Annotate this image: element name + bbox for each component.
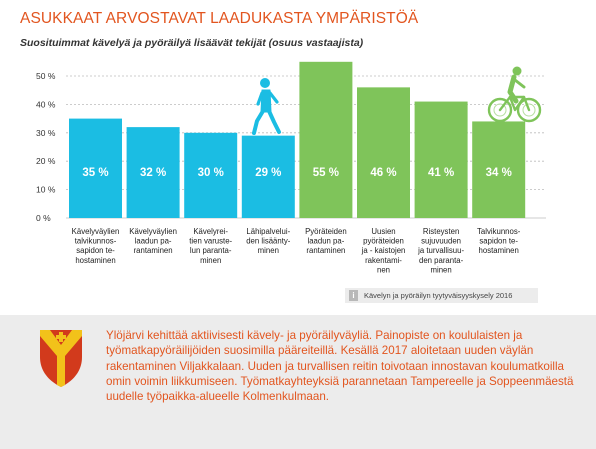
bar <box>299 61 353 218</box>
y-tick-label: 30 % <box>36 128 56 138</box>
x-tick-label: Uusien pyöräteiden ja - kaistojen rakentami… <box>361 227 406 274</box>
info-panel: Ylöjärvi kehittää aktiivisesti kävely- j… <box>0 315 596 449</box>
bar <box>69 118 122 218</box>
x-tick-label: Risteysten sujuvuuden ja turvallisuu-den p… <box>417 227 464 274</box>
bar-value-label: 46 % <box>370 167 396 179</box>
cyclist-icon <box>487 66 542 123</box>
bar-value-label: 35 % <box>82 167 108 179</box>
walker-icon <box>252 78 281 135</box>
x-tick-label: Kävelyrei-tien varuste-lun paranta-minen <box>189 227 232 265</box>
bars <box>69 61 526 218</box>
value-labels: 35 % 32 % 30 % 29 % 55 % 46 % 41 % 34 % <box>82 167 511 179</box>
x-tick-label: Lähipalvelui-den lisäänty-minen <box>246 227 291 255</box>
bar-value-label: 34 % <box>486 167 512 179</box>
chart-title: ASUKKAAT ARVOSTAVAT LAADUKASTA YMPÄRISTÖ… <box>20 10 419 27</box>
bar <box>472 121 526 218</box>
x-tick-label: Talvikunnos-sapidon te-hostaminen <box>477 227 521 255</box>
bar <box>414 101 468 218</box>
x-tick-label: Kävelyväylien talvikunnos-sapidon te-host… <box>72 227 120 265</box>
bar <box>241 135 295 218</box>
y-tick-label: 10 % <box>36 185 56 195</box>
info-icon: i <box>349 290 358 301</box>
y-tick-label: 20 % <box>36 156 56 166</box>
y-tick-label: 0 % <box>36 213 51 223</box>
source-note: i Kävelyn ja pyöräilyn tyytyväisyyskysely… <box>345 288 538 303</box>
chart-subtitle: Suosituimmat kävelyä ja pyöräilyä lisääv… <box>20 37 364 49</box>
bar-chart: 0 % 10 % 20 % 30 % 40 % 50 % 35 % 32 % 30 % 29 %… <box>36 61 546 274</box>
bar <box>126 127 180 218</box>
y-tick-label: 50 % <box>36 71 56 81</box>
x-axis-labels: Kävelyväylien talvikunnos-sapidon te-host… <box>72 227 521 274</box>
x-tick-label: Kävelyväylien laadun pa-rantaminen <box>129 227 177 255</box>
source-text: Kävelyn ja pyöräilyn tyytyväisyyskysely … <box>364 291 513 300</box>
bar-value-label: 55 % <box>313 167 339 179</box>
bar <box>184 132 238 218</box>
y-tick-label: 40 % <box>36 99 56 109</box>
bar-value-label: 29 % <box>255 167 281 179</box>
bar-value-label: 30 % <box>198 167 224 179</box>
y-axis-ticks: 0 % 10 % 20 % 30 % 40 % 50 % <box>36 71 56 223</box>
coat-of-arms-icon <box>40 330 82 387</box>
bar-value-label: 41 % <box>428 167 454 179</box>
bar <box>357 87 410 218</box>
bar-value-label: 32 % <box>140 167 166 179</box>
body-text: Ylöjärvi kehittää aktiivisesti kävely- j… <box>106 329 574 404</box>
x-tick-label: Pyöräteiden laadun pa-rantaminen <box>305 227 347 255</box>
